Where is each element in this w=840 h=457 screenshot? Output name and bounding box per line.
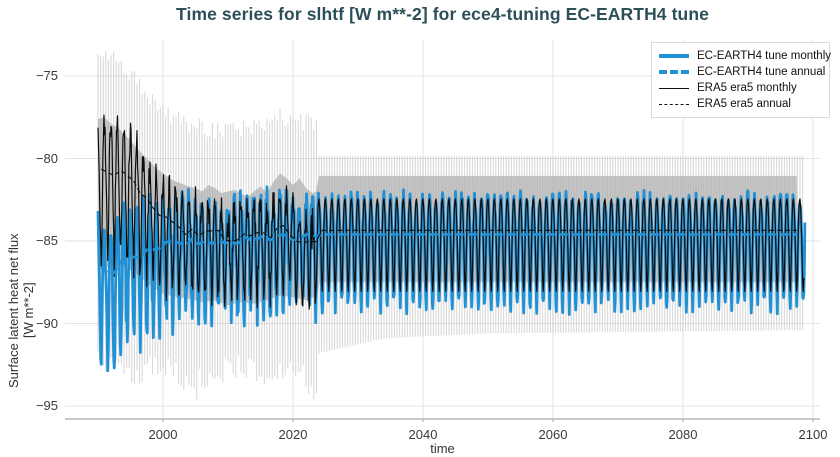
chart-title: Time series for slhtf [W m**-2] for ece4… (176, 4, 709, 24)
legend: EC-EARTH4 tune monthly EC-EARTH4 tune an… (651, 42, 831, 118)
y-axis-label-line1: Surface latent heat net flux (6, 233, 21, 388)
y-axis-label-line2: [W m**-2] (21, 282, 36, 339)
y-tick-label: −90 (35, 316, 58, 331)
y-tick-label: −80 (35, 151, 58, 166)
x-tick-label: 2100 (798, 427, 828, 442)
legend-item: EC-EARTH4 tune monthly (659, 48, 831, 64)
legend-label: ERA5 era5 annual (697, 98, 791, 110)
x-tick-label: 2040 (408, 427, 438, 442)
y-tick-label: −95 (35, 398, 58, 413)
legend-swatch-model-annual-line (659, 70, 689, 74)
legend-swatch-ref-monthly-line (659, 87, 689, 89)
legend-swatch-ref-annual-line (659, 103, 689, 105)
legend-swatch-model-monthly-line (659, 54, 689, 58)
x-tick-label: 2080 (668, 427, 698, 442)
legend-label: EC-EARTH4 tune annual (697, 66, 826, 78)
x-axis-label: time (430, 441, 455, 456)
y-tick-label: −85 (35, 233, 58, 248)
x-tick-label: 2020 (278, 427, 308, 442)
x-tick-label: 2000 (148, 427, 178, 442)
legend-item: ERA5 era5 annual (659, 96, 823, 112)
x-tick-label: 2060 (538, 427, 568, 442)
legend-label: EC-EARTH4 tune monthly (697, 50, 832, 62)
legend-item: EC-EARTH4 tune annual (659, 64, 826, 80)
legend-item: ERA5 era5 monthly (659, 80, 823, 96)
y-axis-label: Surface latent heat net flux [W m**-2] (6, 88, 36, 388)
legend-label: ERA5 era5 monthly (697, 82, 797, 94)
y-tick-label: −75 (35, 68, 58, 83)
